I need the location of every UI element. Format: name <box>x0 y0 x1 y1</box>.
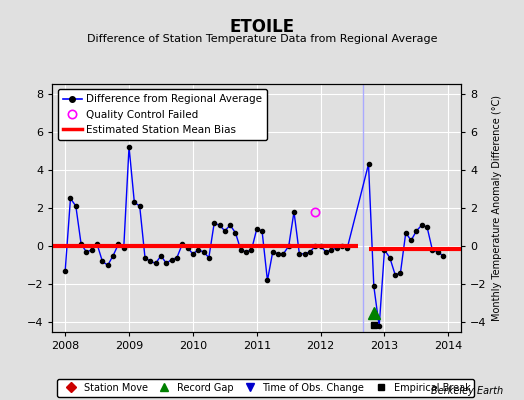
Text: ETOILE: ETOILE <box>230 18 294 36</box>
Legend: Station Move, Record Gap, Time of Obs. Change, Empirical Break: Station Move, Record Gap, Time of Obs. C… <box>57 379 474 396</box>
Text: Berkeley Earth: Berkeley Earth <box>431 386 503 396</box>
Y-axis label: Monthly Temperature Anomaly Difference (°C): Monthly Temperature Anomaly Difference (… <box>492 95 502 321</box>
Text: Difference of Station Temperature Data from Regional Average: Difference of Station Temperature Data f… <box>87 34 437 44</box>
